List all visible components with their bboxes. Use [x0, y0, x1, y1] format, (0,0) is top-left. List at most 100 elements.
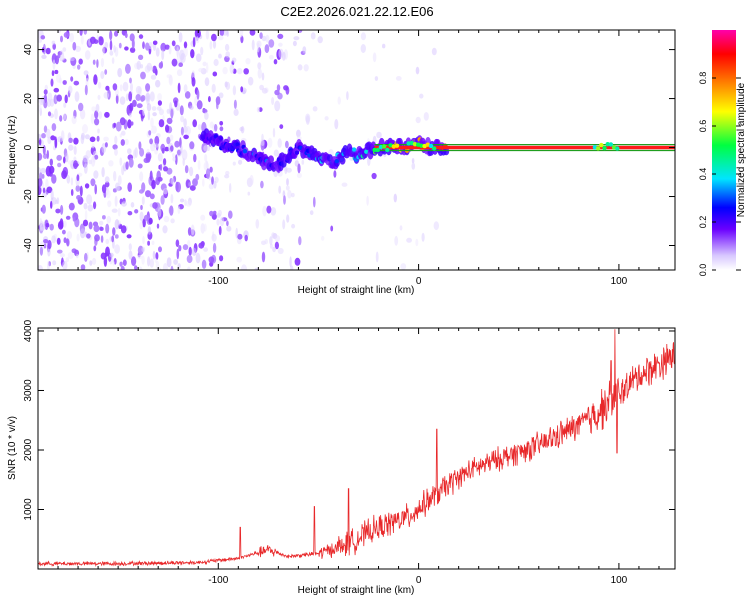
signal-track-core — [334, 158, 340, 164]
spectrogram-noise-mark — [70, 189, 74, 196]
spectrogram-noise-mark — [120, 139, 126, 146]
colorbar-label: Normalized spectral amplitude — [736, 82, 747, 217]
spectrogram-noise-mark — [292, 40, 297, 47]
spectrogram-noise-mark — [138, 54, 144, 60]
spectrogram-noise-mark — [93, 245, 97, 252]
spectrogram-noise-mark — [42, 145, 46, 155]
spectrogram-noise-mark — [155, 252, 159, 260]
spectrogram-noise-mark — [278, 42, 283, 47]
spectrogram-noise-mark — [312, 106, 318, 112]
spectrogram-noise-mark — [72, 217, 76, 222]
spectrogram-noise-mark — [209, 210, 214, 217]
spectrogram-noise-mark — [212, 40, 217, 49]
spectrogram-noise-mark — [128, 157, 134, 168]
spectrogram-noise-mark — [268, 39, 275, 48]
spectrogram-noise-mark — [113, 122, 117, 128]
spectrogram-noise-mark — [84, 134, 90, 140]
snr-y-tick-label: 2000 — [23, 438, 34, 461]
spectrogram-noise-mark — [244, 234, 248, 242]
carrier-band — [374, 145, 675, 150]
spectrogram-noise-mark — [83, 70, 89, 76]
spectrogram-noise-mark — [62, 229, 66, 235]
spectrogram-noise-mark — [95, 103, 100, 113]
spectrogram-noise-mark — [296, 172, 302, 179]
spectrogram-noise-mark — [93, 74, 98, 85]
spectrogram-noise-mark — [128, 113, 132, 118]
signal-track-core — [608, 142, 614, 147]
spectrogram-noise-mark — [89, 36, 96, 44]
spectrogram-noise-mark — [76, 195, 82, 200]
spectrogram-noise-mark — [96, 135, 100, 142]
spectrogram-noise-mark — [129, 47, 136, 53]
spectrogram-noise-mark — [93, 170, 99, 179]
spectrogram-noise-mark — [80, 35, 84, 45]
spectrogram-noise-mark — [145, 92, 150, 102]
spectrogram-noise-mark — [83, 163, 88, 174]
spectrogram-noise-mark — [38, 152, 43, 161]
spectrogram-noise-mark — [163, 158, 167, 166]
spectrogram-noise-mark — [124, 138, 129, 145]
spectrogram-noise-mark — [182, 244, 189, 251]
spectrogram-noise-mark — [121, 201, 127, 207]
spectrogram-noise-mark — [115, 121, 122, 132]
spectrogram-noise-mark — [183, 41, 188, 49]
spectrogram-noise-mark — [286, 178, 289, 186]
spectrogram-noise-mark — [291, 223, 296, 229]
spectrogram-noise-mark — [75, 185, 81, 192]
spectrogram-noise-mark — [241, 264, 247, 270]
spectrogram-noise-mark — [76, 254, 79, 259]
spectrogram-noise-mark — [170, 265, 174, 270]
signal-track-core — [218, 136, 223, 141]
spectrogram-noise-mark — [214, 124, 218, 132]
spectrogram-noise-mark — [270, 207, 277, 216]
spectrogram-noise-mark — [198, 242, 205, 249]
spectrogram-noise-mark — [61, 170, 67, 180]
spectrogram-noise-mark — [46, 128, 51, 139]
spectrogram-noise-mark — [84, 252, 88, 262]
spectrogram-noise-mark — [262, 205, 267, 217]
spectrogram-noise-mark — [218, 225, 222, 236]
spectrogram-noise-mark — [215, 96, 221, 106]
spectrogram-noise-mark — [65, 152, 69, 163]
spectrogram-noise-mark — [186, 254, 193, 264]
spectrogram-noise-mark — [152, 65, 157, 74]
spectrogram-noise-mark — [114, 148, 118, 156]
spectrogram-noise-mark — [192, 36, 196, 48]
spectrogram-noise-mark — [193, 153, 197, 163]
spectrogram-noise-mark — [66, 174, 71, 184]
spectrogram-noise-mark — [195, 53, 202, 62]
spectrogram-noise-mark — [127, 148, 132, 155]
spectrogram-noise-mark — [141, 255, 145, 265]
spectrogram-noise-mark — [143, 214, 150, 221]
spectrogram-noise-mark — [256, 106, 260, 113]
spectrogram-noise-mark — [374, 76, 379, 81]
spectrogram-noise-mark — [217, 209, 222, 217]
spectrogram-noise-mark — [282, 219, 286, 230]
spectrogram-noise-mark — [235, 227, 238, 239]
spectrogram-noise-mark — [411, 162, 416, 170]
spectrogram-noise-mark — [208, 96, 211, 103]
spectrogram-noise-mark — [106, 215, 112, 224]
spectrogram-noise-mark — [98, 111, 103, 119]
spectrogram-noise-mark — [82, 219, 89, 227]
spectrogram-noise-mark — [170, 145, 174, 152]
spectrogram-noise-mark — [135, 94, 141, 101]
snr-x-tick-label: 100 — [611, 575, 628, 586]
spectrogram-noise-mark — [259, 32, 263, 39]
spectrogram-noise-mark — [157, 152, 163, 162]
spectrogram-noise-mark — [433, 221, 439, 231]
spectrogram-noise-mark — [194, 30, 198, 37]
spectrogram-xlabel: Height of straight line (km) — [298, 285, 415, 296]
spectrogram-noise-mark — [266, 205, 272, 214]
spectrogram-noise-mark — [153, 143, 159, 148]
spectrogram-noise-mark — [209, 166, 213, 173]
spectrogram-noise-mark — [163, 166, 168, 172]
spectrogram-noise-mark — [271, 232, 275, 239]
spectrogram-noise-mark — [212, 242, 217, 253]
spectrogram-noise-mark — [296, 129, 301, 138]
spectrogram-noise-mark — [47, 111, 52, 117]
spectrogram-noise-mark — [400, 263, 407, 270]
spectrogram-noise-mark — [264, 44, 270, 54]
spectrogram-noise-mark — [175, 239, 180, 247]
spectrogram-noise-mark — [179, 105, 184, 116]
